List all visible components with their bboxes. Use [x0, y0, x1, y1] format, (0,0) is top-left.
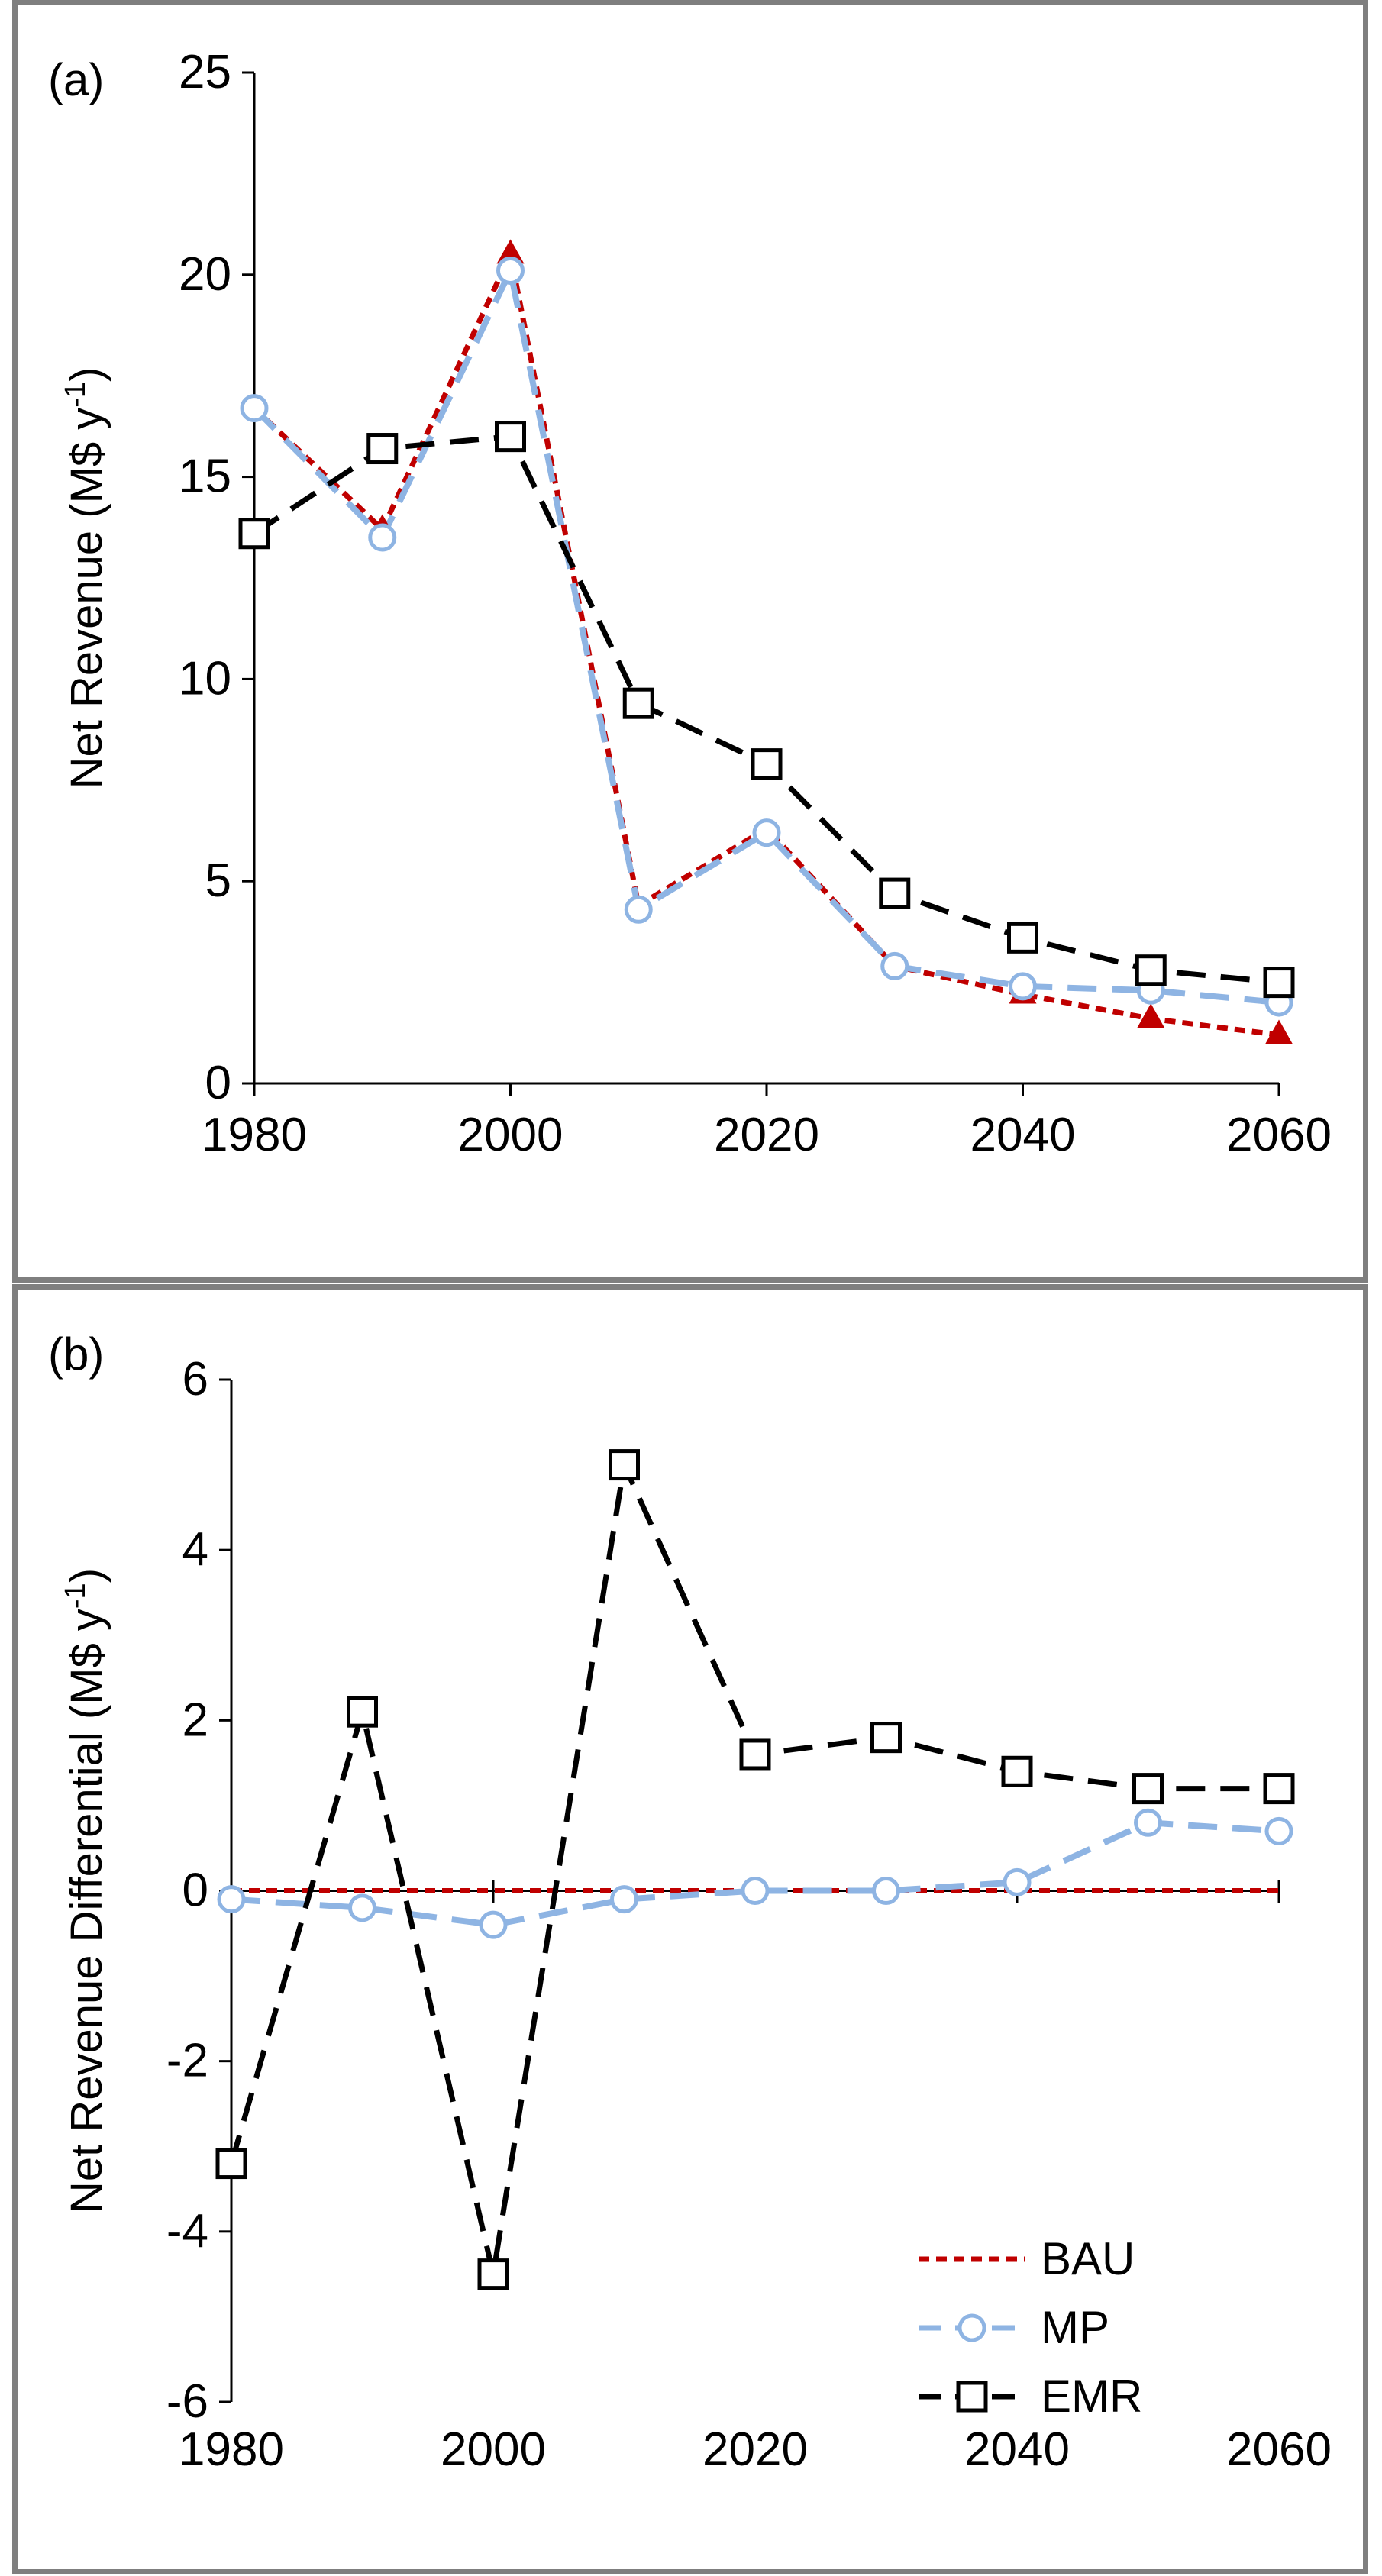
y-tick-label: -4 — [166, 2205, 208, 2258]
series-line-emr — [228, 1455, 1279, 2275]
series-line-bau — [252, 246, 1280, 1038]
data-point-mp — [741, 1877, 770, 1905]
x-tick-label: 2060 — [1226, 1109, 1332, 1161]
y-axis-title: Net Revenue Differential (M$ y-1) — [60, 1568, 111, 2213]
y-tick-label: 10 — [179, 652, 231, 705]
data-point-emr — [1135, 954, 1167, 986]
x-tick-label: 2020 — [702, 2423, 808, 2476]
y-tick-label: 0 — [182, 1864, 208, 1917]
data-point-mp — [880, 951, 909, 980]
data-point-bau — [496, 239, 525, 264]
chart-panel-b: (b) -6 -4 -2 0 2 4 6 1980 2000 2020 2040 2060 Net Rev… — [12, 1284, 1368, 2574]
data-point-mp — [872, 1877, 900, 1905]
data-point-emr — [622, 687, 654, 719]
data-point-emr — [495, 421, 526, 453]
y-tick-label: 4 — [182, 1523, 208, 1576]
data-point-mp — [624, 895, 653, 924]
data-point-mp — [348, 1893, 376, 1922]
y-tick-label: -6 — [166, 2375, 208, 2428]
chart-b-svg: (b) -6 -4 -2 0 2 4 6 1980 2000 2020 2040 2060 Net Rev… — [48, 1328, 1332, 2476]
data-point-emr — [751, 748, 783, 780]
y-tick-label: 5 — [205, 854, 231, 907]
legend-marker-emr — [956, 2381, 988, 2413]
data-point-mp — [496, 257, 525, 286]
data-point-emr — [347, 1696, 378, 1728]
legend-label-emr: EMR — [1041, 2371, 1142, 2422]
series-line-mp — [231, 1819, 1280, 1929]
data-point-emr — [739, 1738, 771, 1771]
y-axis-title: Net Revenue (M$ y-1) — [60, 367, 111, 789]
legend-label-mp: MP — [1041, 2302, 1109, 2353]
data-point-mp — [479, 1910, 508, 1939]
data-point-emr — [1132, 1773, 1164, 1805]
y-tick-label: 2 — [182, 1693, 208, 1746]
chart-panel-a: (a) 0 5 10 15 20 25 1980 2000 2020 2040 2060 Net Rev… — [12, 0, 1368, 1283]
series-line-mp — [252, 260, 1280, 1006]
data-point-emr — [870, 1722, 902, 1754]
panel-label: (b) — [48, 1328, 104, 1380]
x-tick-label: 2040 — [970, 1109, 1076, 1161]
data-point-emr — [1007, 922, 1038, 954]
data-point-bau — [1265, 1019, 1293, 1044]
data-point-emr — [366, 433, 399, 465]
data-point-mp — [217, 1885, 246, 1914]
data-point-mp — [1264, 1816, 1293, 1845]
series-line-emr — [253, 433, 1280, 986]
data-point-emr — [215, 2148, 247, 2180]
data-point-bau — [1137, 1003, 1165, 1028]
y-tick-label: -2 — [166, 2035, 208, 2087]
data-point-emr — [238, 518, 270, 550]
data-point-emr — [1001, 1755, 1033, 1787]
x-tick-label: 2020 — [714, 1109, 819, 1161]
legend-label-bau: BAU — [1041, 2233, 1135, 2284]
y-tick-label: 0 — [205, 1057, 231, 1109]
y-tick-label: 6 — [182, 1353, 208, 1406]
chart-a-svg: (a) 0 5 10 15 20 25 1980 2000 2020 2040 2060 Net Rev… — [48, 46, 1332, 1161]
data-point-mp — [240, 394, 269, 423]
x-tick-label: 2000 — [441, 2423, 546, 2476]
data-point-emr — [879, 877, 911, 909]
panel-label: (a) — [48, 54, 104, 105]
data-point-mp — [1009, 972, 1037, 1001]
data-point-emr — [477, 2258, 509, 2290]
data-point-mp — [752, 818, 781, 847]
data-point-mp — [610, 1885, 638, 1914]
data-point-emr — [609, 1449, 640, 1481]
x-tick-label: 2060 — [1226, 2423, 1332, 2476]
data-point-emr — [1263, 967, 1295, 999]
y-tick-label: 15 — [179, 450, 231, 503]
x-tick-label: 1980 — [179, 2423, 284, 2476]
data-point-mp — [1003, 1867, 1032, 1896]
x-tick-label: 2040 — [964, 2423, 1070, 2476]
data-point-mp — [1134, 1808, 1162, 1837]
y-tick-label: 25 — [179, 46, 231, 98]
legend-marker-mp — [957, 2313, 986, 2342]
data-point-emr — [1263, 1773, 1295, 1805]
data-point-mp — [368, 523, 397, 552]
x-tick-label: 1980 — [202, 1109, 307, 1161]
y-tick-label: 20 — [179, 248, 231, 301]
x-tick-label: 2000 — [458, 1109, 563, 1161]
